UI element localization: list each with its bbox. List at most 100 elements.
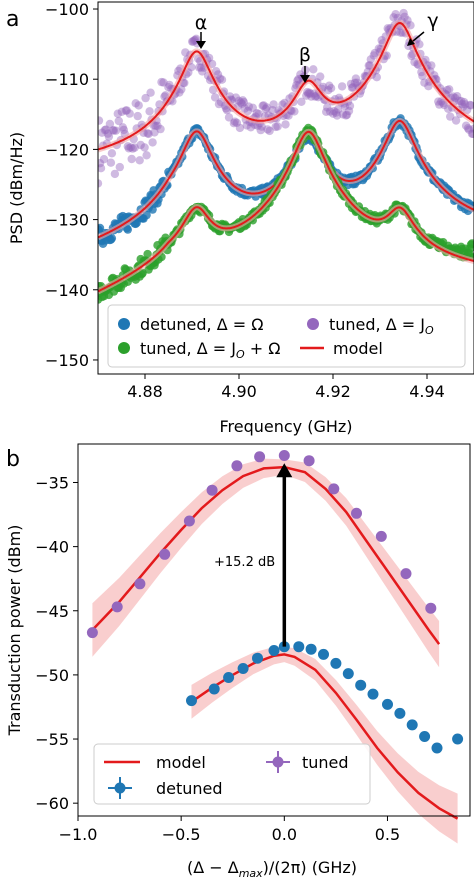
peak-label-gamma: γ	[427, 10, 438, 32]
peak-label-alpha: α	[195, 12, 208, 34]
panel-b-plot-content	[86, 450, 464, 844]
legend-marker-detuned	[118, 318, 130, 330]
data-point	[348, 83, 358, 92]
x-tick-label: 4.94	[409, 382, 445, 401]
data-point	[316, 72, 325, 81]
data-point	[263, 125, 272, 134]
panel-a: a 4.88 4.90 4.92 4.94 −100 −110 −120 −130 −140 −1…	[6, 0, 474, 436]
data-point	[159, 548, 171, 560]
panel-a-ticks: 4.88 4.90 4.92 4.94 −100 −110 −120 −130 −140 −150	[45, 0, 445, 401]
data-point	[181, 48, 190, 57]
data-point	[304, 89, 313, 98]
data-point	[110, 169, 120, 179]
data-point	[427, 61, 436, 70]
panel-b-axes-frame	[77, 443, 471, 817]
data-point	[351, 74, 361, 83]
data-point	[189, 37, 198, 46]
data-point	[254, 109, 263, 119]
data-point	[268, 106, 277, 115]
panel-b-ticks: −1.0 −0.5 0.0 0.5 −35 −40 −45 −50 −55 −60	[35, 473, 400, 844]
data-point	[346, 79, 356, 89]
panel-a-ylabel: PSD (dBm/Hz)	[7, 132, 26, 244]
data-point	[311, 92, 320, 101]
data-point	[328, 483, 340, 495]
data-point	[394, 707, 406, 719]
data-point	[325, 81, 334, 90]
legend-box-b	[93, 743, 371, 805]
data-point	[197, 63, 206, 72]
data-point	[454, 96, 464, 106]
y-tick-label: −110	[45, 70, 89, 89]
x-tick-label: 0.5	[375, 825, 400, 844]
data-point	[342, 110, 352, 120]
data-point	[369, 51, 378, 60]
data-point	[324, 86, 333, 95]
data-point	[352, 78, 362, 87]
data-point	[382, 698, 393, 710]
data-point	[467, 129, 474, 138]
data-point	[157, 77, 166, 87]
data-point	[463, 124, 473, 133]
data-point	[375, 530, 387, 542]
data-point	[210, 93, 220, 102]
data-point	[146, 88, 155, 97]
data-point	[104, 132, 114, 141]
data-point	[338, 110, 348, 119]
legend-label-detuned: detuned, Δ = Ω	[140, 315, 263, 334]
data-point	[303, 87, 312, 97]
legend-label-model-b: model	[156, 753, 206, 772]
data-point	[164, 83, 173, 92]
data-point	[293, 641, 305, 653]
data-point	[165, 80, 174, 90]
data-point	[232, 118, 242, 128]
data-point	[101, 125, 111, 134]
data-point	[306, 89, 315, 98]
data-point	[331, 108, 341, 117]
panel-b: b −1.0 −0.5 0.0 0.5 −35 −40 −45 −50 −55 −60 (Δ − …	[5, 443, 471, 880]
y-tick-label: −130	[45, 211, 89, 230]
data-point	[215, 74, 225, 83]
data-point	[420, 78, 429, 87]
data-point	[443, 85, 452, 95]
data-point	[140, 143, 149, 152]
data-point	[107, 149, 117, 158]
data-point	[239, 97, 248, 107]
data-point	[265, 126, 274, 136]
data-point	[322, 107, 331, 117]
data-point	[111, 601, 123, 613]
model-band	[191, 646, 458, 844]
data-point	[351, 507, 362, 519]
panel-a-series	[98, 8, 474, 304]
data-point	[465, 100, 474, 110]
legend-label-tuned-j: tuned, Δ = JO	[329, 315, 434, 337]
data-point	[109, 126, 119, 135]
data-point	[213, 70, 223, 79]
x-tick-label: 0.0	[272, 825, 297, 844]
data-point	[452, 92, 462, 101]
data-point	[468, 129, 474, 138]
data-point	[257, 122, 266, 131]
data-point	[98, 179, 103, 188]
data-point	[121, 106, 130, 115]
data-point	[333, 105, 343, 114]
data-point	[396, 28, 405, 37]
data-point	[452, 733, 464, 745]
data-point	[252, 109, 261, 118]
data-point	[143, 129, 152, 138]
data-point	[305, 88, 314, 97]
x-tick-label: −0.5	[162, 825, 201, 844]
data-point	[259, 101, 268, 110]
peak-label-beta: β	[299, 44, 311, 66]
data-point	[337, 82, 347, 91]
data-point	[460, 100, 470, 109]
data-point	[111, 126, 121, 135]
data-point	[461, 121, 471, 130]
model-line	[98, 130, 474, 293]
data-point	[192, 34, 201, 43]
data-point	[113, 109, 123, 118]
data-point	[281, 120, 290, 129]
data-point	[144, 129, 153, 139]
data-point	[366, 55, 375, 64]
data-point	[278, 450, 290, 461]
data-point	[344, 106, 354, 116]
